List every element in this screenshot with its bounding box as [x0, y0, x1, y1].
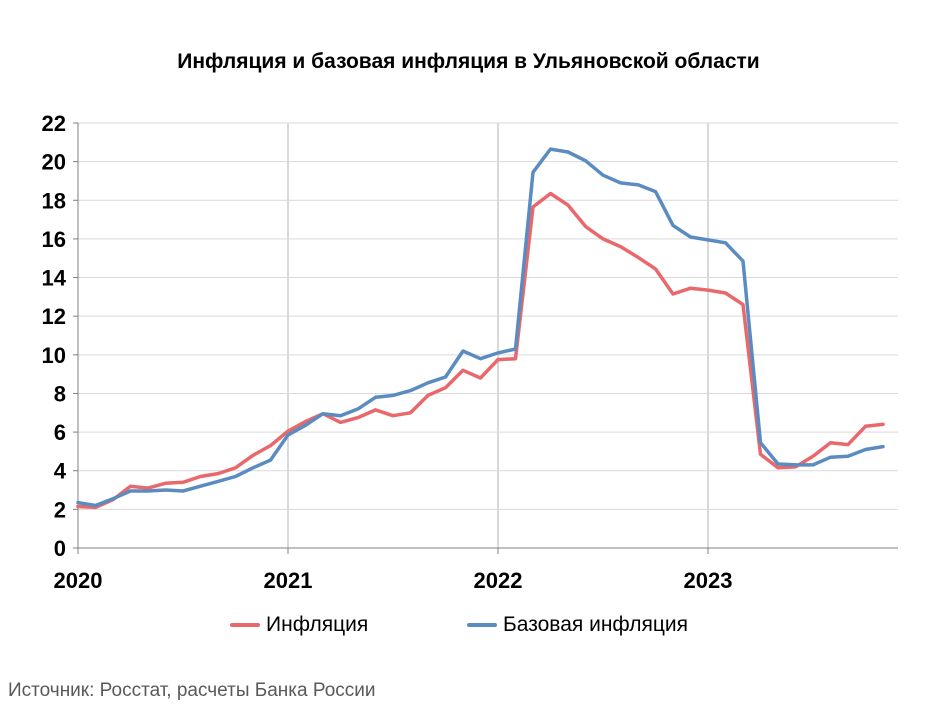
- x-tick-labels: 2020 2021 2022 2023: [54, 568, 733, 593]
- y-tick-label: 6: [54, 420, 66, 445]
- legend-swatch-core-inflation: [467, 623, 497, 627]
- y-tick-label: 8: [54, 381, 66, 406]
- legend-item-core-inflation: Базовая инфляция: [467, 612, 688, 638]
- y-tick-label: 14: [42, 266, 67, 291]
- chart-title: Инфляция и базовая инфляция в Ульяновско…: [177, 50, 760, 73]
- y-tick-label: 18: [42, 188, 66, 213]
- y-tick-label: 12: [42, 304, 66, 329]
- y-tick-label: 4: [54, 459, 67, 484]
- series-line-core-inflation: [76, 147, 885, 508]
- x-tick-label: 2022: [474, 568, 523, 593]
- x-tick-label: 2023: [684, 568, 733, 593]
- vertical-gridlines: [287, 123, 709, 548]
- series-lines: [76, 147, 885, 510]
- legend-swatch-inflation: [230, 623, 260, 627]
- horizontal-gridlines: [78, 122, 898, 510]
- y-tick-label: 16: [42, 227, 66, 252]
- y-tick-labels: 0 2 4 6 8 10 12 14 16 18 20 22: [42, 111, 67, 561]
- source-note: Источник: Росстат, расчеты Банка России: [8, 680, 376, 701]
- legend-label-inflation: Инфляция: [266, 613, 369, 636]
- x-tick-label: 2020: [54, 568, 103, 593]
- legend-item-inflation: Инфляция: [230, 612, 368, 638]
- series-line-inflation: [76, 191, 885, 510]
- y-tick-label: 0: [54, 536, 66, 561]
- y-tick-label: 20: [42, 150, 66, 175]
- legend-label-core-inflation: Базовая инфляция: [503, 613, 689, 636]
- y-tick-label: 10: [42, 343, 66, 368]
- axes: [73, 122, 898, 554]
- y-tick-label: 22: [42, 111, 66, 136]
- x-tick-label: 2021: [264, 568, 313, 593]
- y-tick-label: 2: [54, 497, 66, 522]
